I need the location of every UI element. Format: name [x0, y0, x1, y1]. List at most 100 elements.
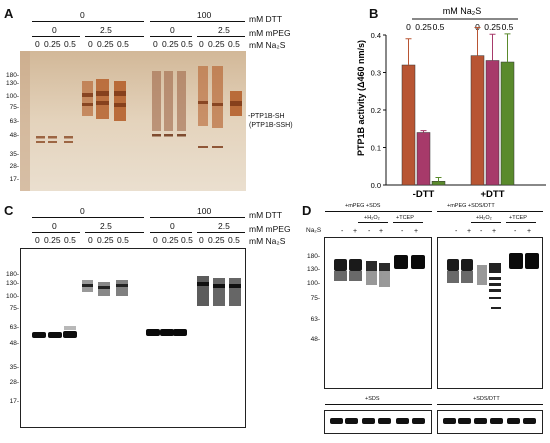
mw-marker: 17- — [9, 176, 19, 183]
mw-marker: 100- — [5, 293, 19, 300]
dtt-row-label: mM DTT — [249, 210, 283, 220]
y-tick-label: 0.1 — [371, 144, 381, 153]
na2s-value: 0 — [35, 39, 40, 49]
na2s-value: 0 — [88, 39, 93, 49]
na2s-value: 0.5 — [228, 39, 240, 49]
panel-label-a: A — [4, 6, 14, 21]
h2o2-label: +H₂O₂ — [476, 215, 492, 221]
gel-a-image — [20, 51, 246, 191]
panel-label-b: B — [369, 6, 379, 21]
bar — [401, 64, 416, 186]
y-tick-label: 0.0 — [371, 181, 381, 190]
bar — [416, 132, 431, 186]
y-tick-label: 0.3 — [371, 69, 381, 78]
group-label: -DTT — [413, 189, 435, 200]
mw-marker: 35- — [9, 364, 19, 371]
sign: + — [492, 228, 497, 235]
na2s-value: 0.25 — [208, 235, 225, 245]
na2s-value: 0.25 — [44, 235, 61, 245]
dtt-row-label: mM DTT — [249, 14, 283, 24]
na2s-value: 0.25 — [208, 39, 225, 49]
mw-marker: 130- — [5, 280, 19, 287]
y-axis-label: PTP1B activity (Δ460 nm/s) — [356, 40, 366, 156]
mw-marker: 63- — [310, 316, 320, 323]
na2s-value: 0.25 — [162, 39, 179, 49]
na2s-value: 0.5 — [117, 39, 129, 49]
bar — [470, 55, 485, 186]
loading-blot-left — [324, 410, 432, 434]
gel-c-image — [20, 248, 246, 428]
mw-marker: 75- — [310, 295, 320, 302]
mw-marker: 180- — [306, 253, 320, 260]
blot-d-left — [324, 237, 432, 389]
na2s-value: 0 — [35, 235, 40, 245]
series-label: 0.25 — [415, 22, 432, 32]
na2s-value: 0 — [153, 39, 158, 49]
mpeg-value: 2.5 — [100, 25, 112, 35]
tcep-label: +TCEP — [396, 215, 414, 221]
sign: - — [401, 228, 404, 235]
mpeg-value: 2.5 — [218, 221, 230, 231]
mpeg-value: 0 — [170, 25, 175, 35]
ptp1b-ssh-label: (PTP1B-SSH) — [249, 122, 293, 129]
sign: + — [353, 228, 358, 235]
group-label: +DTT — [480, 189, 504, 200]
sign: - — [341, 228, 344, 235]
sign: - — [480, 228, 483, 235]
mw-marker: 48- — [9, 132, 19, 139]
dtt-value: 100 — [197, 10, 212, 20]
na2s-row-label: mM Na₂S — [249, 236, 286, 246]
na2s-value: 0.25 — [162, 235, 179, 245]
mpeg-value: 0 — [52, 25, 57, 35]
condition-title: +mPEG +SDS — [345, 203, 381, 209]
blot-d-right — [437, 237, 543, 389]
y-tick-label: 0.4 — [371, 31, 381, 40]
na2s-value: 0.5 — [64, 235, 76, 245]
mw-marker: 130- — [5, 80, 19, 87]
loading-blot-right — [437, 410, 543, 434]
bar — [431, 181, 446, 186]
mw-marker: 48- — [310, 336, 320, 343]
h2o2-label: +H₂O₂ — [364, 215, 380, 221]
y-tick-label: 0.2 — [371, 106, 381, 115]
series-label: 0.25 — [484, 22, 501, 32]
sign: + — [379, 228, 384, 235]
na2s-value: 0 — [88, 235, 93, 245]
mw-marker: 63- — [9, 118, 19, 125]
panel-label-c: C — [4, 203, 14, 218]
dtt-value: 0 — [80, 206, 85, 216]
sds-dtt-title: +SDS/DTT — [473, 396, 500, 402]
sign: + — [527, 228, 532, 235]
sign: + — [414, 228, 419, 235]
na2s-value: 0 — [199, 39, 204, 49]
dtt-value: 0 — [80, 10, 85, 20]
chart-title: mM Na₂S — [443, 6, 482, 16]
mpeg-value: 0 — [52, 221, 57, 231]
mpeg-row-label: mM mPEG — [249, 224, 291, 234]
mw-marker: 63- — [9, 324, 19, 331]
mw-marker: 35- — [9, 151, 19, 158]
sign: - — [455, 228, 458, 235]
na2s-value: 0.5 — [181, 39, 193, 49]
na2s-value: 0 — [153, 235, 158, 245]
sds-title: +SDS — [365, 396, 380, 402]
mw-marker: 17- — [9, 398, 19, 405]
sign: + — [467, 228, 472, 235]
mw-marker: 48- — [9, 340, 19, 347]
mw-marker: 180- — [5, 271, 19, 278]
na2s-value: 0.5 — [181, 235, 193, 245]
na2s-value: 0.25 — [97, 235, 114, 245]
mw-marker: 75- — [9, 104, 19, 111]
na2s-value: 0.25 — [97, 39, 114, 49]
mpeg-value: 0 — [170, 221, 175, 231]
series-label: 0.5 — [433, 22, 445, 32]
mpeg-value: 2.5 — [218, 25, 230, 35]
mw-marker: 130- — [306, 266, 320, 273]
condition-title: +mPEG +SDS/DTT — [447, 203, 495, 209]
na2s-value: 0.5 — [64, 39, 76, 49]
na2s-value: 0.5 — [228, 235, 240, 245]
bar — [485, 60, 500, 186]
bar — [500, 61, 515, 186]
series-label: 0 — [406, 22, 411, 32]
series-label: 0.5 — [502, 22, 514, 32]
